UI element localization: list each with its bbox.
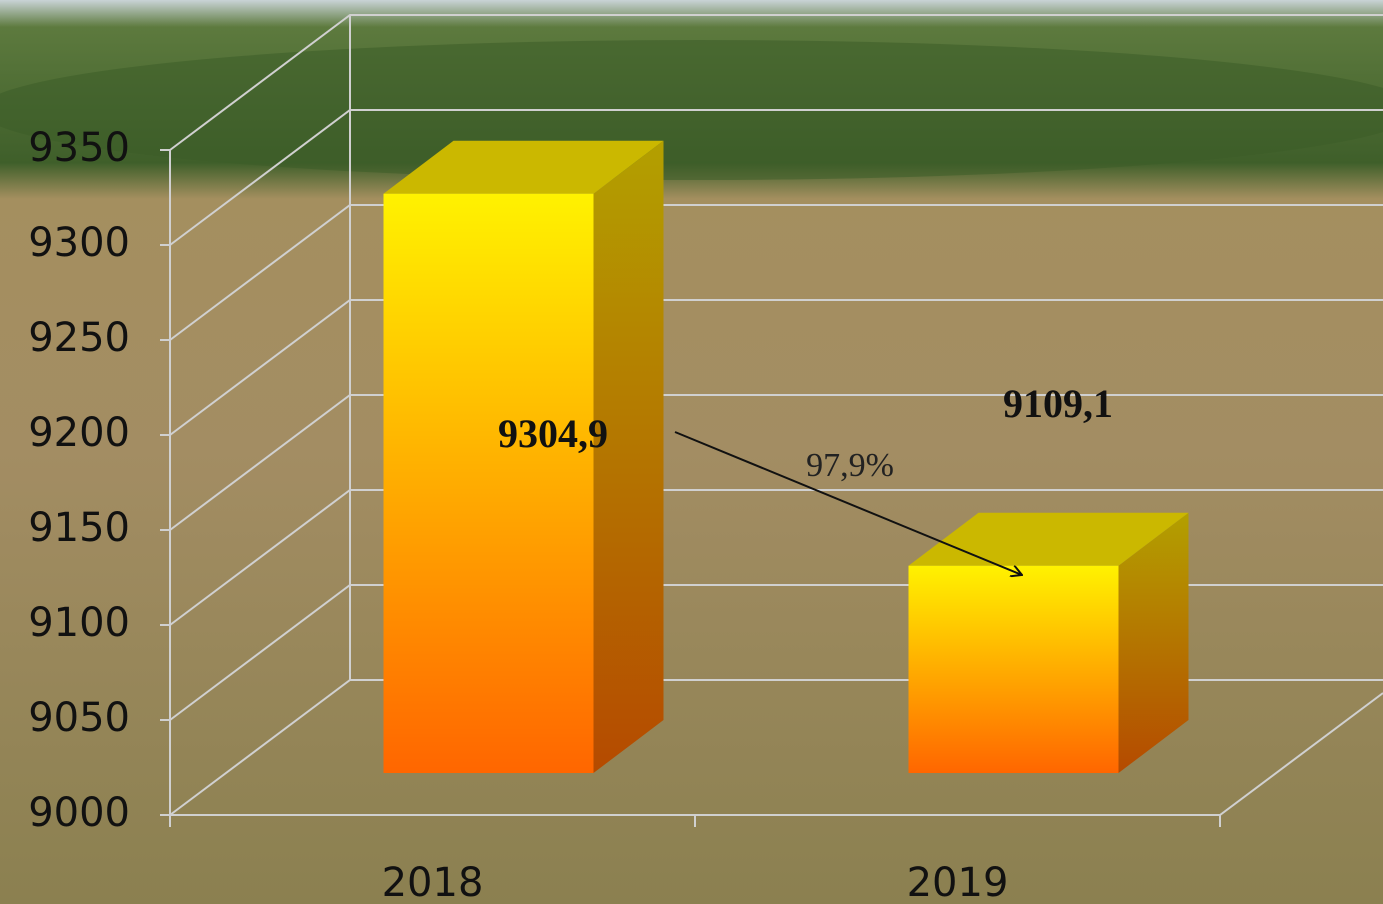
annotation: 97,9% — [806, 447, 894, 484]
bar-front — [383, 193, 594, 773]
bar — [908, 512, 1189, 773]
bar-top — [908, 512, 1189, 566]
y-tick-label: 9050 — [28, 695, 130, 741]
grid-line — [169, 394, 1383, 531]
grid-line — [169, 299, 1383, 436]
y-tick-label: 9350 — [28, 125, 130, 171]
bar-side — [593, 140, 664, 773]
value-label: 9109,1 — [1003, 381, 1113, 426]
y-tick-label: 9200 — [28, 410, 130, 456]
x-tick-label: 2019 — [907, 860, 1009, 904]
value-label: 9304,9 — [498, 411, 608, 456]
y-tick-label: 9000 — [28, 790, 130, 836]
bar-side — [1118, 512, 1189, 773]
grid-line — [169, 204, 1383, 341]
y-tick-label: 9100 — [28, 600, 130, 646]
y-tick-label: 9300 — [28, 220, 130, 266]
grid-line — [169, 489, 1383, 626]
grid-line — [169, 109, 1383, 246]
bar-top — [383, 140, 664, 194]
bar — [383, 140, 664, 773]
y-tick-label: 9150 — [28, 505, 130, 551]
bars — [383, 140, 1189, 773]
grid-line — [169, 14, 1383, 151]
bar-front — [908, 565, 1119, 773]
change-arrow — [674, 431, 1022, 575]
y-tick-label: 9250 — [28, 315, 130, 361]
x-tick-label: 2018 — [382, 860, 484, 904]
